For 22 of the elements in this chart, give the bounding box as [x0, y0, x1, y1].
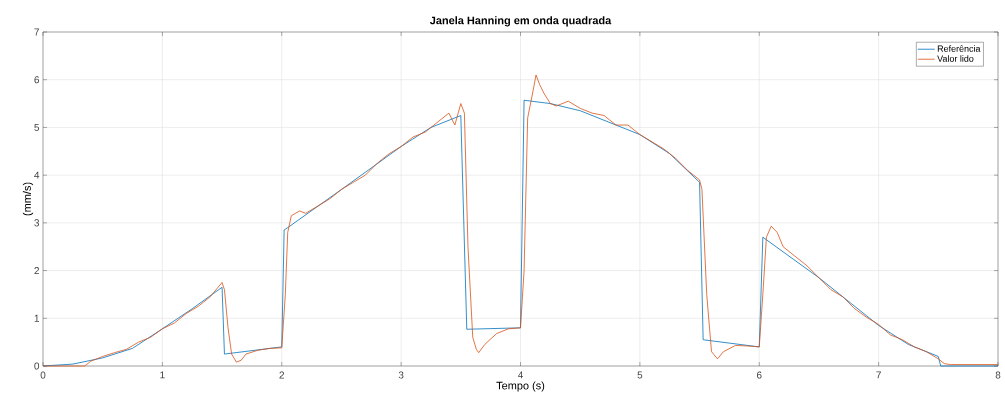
x-tick-label: 1 — [160, 371, 165, 379]
y-axis-title: (mm/s) — [22, 182, 34, 216]
chart-title: Janela Hanning em onda quadrada — [429, 16, 612, 27]
x-tick-label: 5 — [637, 371, 643, 379]
x-tick-label: 8 — [995, 371, 1001, 379]
y-tick-label: 3 — [34, 219, 40, 227]
y-tick-label: 5 — [34, 123, 40, 131]
x-axis-title: Tempo (s) — [496, 381, 545, 392]
x-tick-label: 6 — [756, 371, 762, 379]
legend-label: Referência — [937, 45, 981, 52]
x-tick-label: 0 — [40, 371, 46, 379]
x-tick-label: 3 — [398, 371, 404, 379]
y-tick-label: 0 — [34, 362, 40, 370]
x-tick-label: 4 — [517, 371, 523, 379]
y-tick-label: 4 — [34, 171, 40, 179]
y-tick-label: 2 — [34, 267, 39, 275]
y-tick-label: 1 — [34, 314, 39, 322]
y-tick-label: 7 — [34, 28, 39, 36]
y-tick-label: 6 — [34, 76, 40, 84]
x-tick-label: 7 — [876, 371, 881, 379]
legend-label: Valor lido — [937, 55, 974, 62]
x-tick-label: 2 — [279, 371, 285, 379]
